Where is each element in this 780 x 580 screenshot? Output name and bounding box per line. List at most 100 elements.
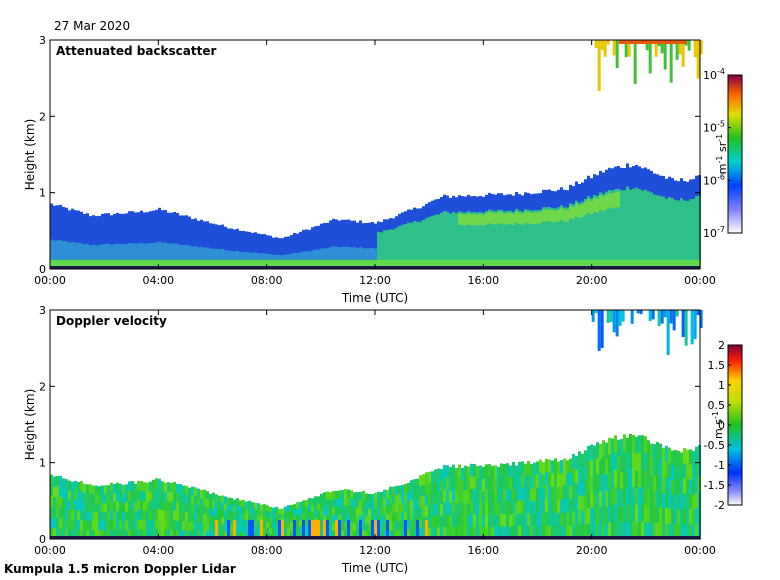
backscatter-surface xyxy=(287,259,290,269)
backscatter-core xyxy=(209,248,212,269)
backscatter-column xyxy=(335,219,338,269)
velocity-cell xyxy=(575,511,578,526)
upper-cloud-column xyxy=(699,310,703,329)
velocity-cell xyxy=(176,520,179,531)
velocity-cell xyxy=(488,526,491,540)
backscatter-core xyxy=(515,208,518,269)
backscatter-surface xyxy=(359,259,362,269)
velocity-cell xyxy=(161,519,164,530)
velocity-cell xyxy=(65,519,68,530)
velocity-cell xyxy=(695,492,698,509)
velocity-cell xyxy=(500,501,503,515)
velocity-cell xyxy=(449,478,452,492)
backscatter-core xyxy=(347,246,350,269)
backscatter-surface xyxy=(83,259,86,269)
backscatter-band xyxy=(536,212,539,224)
backscatter-surface xyxy=(197,259,200,269)
velocity-cell xyxy=(152,529,155,540)
backscatter-column xyxy=(107,213,110,269)
velocity-cell xyxy=(365,493,368,502)
velocity-cell xyxy=(98,486,101,496)
velocity-cell xyxy=(554,471,557,486)
backscatter-band xyxy=(617,191,620,208)
backscatter-surface xyxy=(350,259,353,269)
velocity-cell xyxy=(659,523,662,540)
velocity-cell xyxy=(308,504,311,513)
colorbar-tick-label: 10-4 xyxy=(703,67,725,82)
velocity-cell xyxy=(545,458,548,473)
velocity-cell xyxy=(92,503,95,513)
velocity-cell xyxy=(284,517,287,524)
velocity-cell xyxy=(533,500,536,515)
backscatter-surface xyxy=(530,259,533,269)
upper-cloud-column xyxy=(645,40,649,51)
colorbar-tick-label: -0.5 xyxy=(704,439,725,452)
backscatter-column xyxy=(56,205,59,269)
velocity-cell xyxy=(536,500,539,514)
colorbar-tick-label: 0 xyxy=(718,419,725,432)
colorbar-tick-label: -1 xyxy=(714,459,725,472)
backscatter-surface xyxy=(167,259,170,269)
velocity-cell xyxy=(260,516,263,523)
upper-cloud-column xyxy=(693,40,697,58)
backscatter-surface xyxy=(65,259,68,269)
velocity-cell xyxy=(350,522,353,532)
velocity-cell xyxy=(530,463,533,477)
velocity-cell xyxy=(434,527,437,540)
velocity-cell xyxy=(143,482,146,493)
backscatter-core xyxy=(314,249,317,269)
velocity-cell xyxy=(506,488,509,502)
backscatter-column xyxy=(248,231,251,269)
backscatter-surface xyxy=(224,259,227,269)
backscatter-surface xyxy=(683,259,686,269)
backscatter-surface xyxy=(260,259,263,269)
velocity-cell xyxy=(584,494,587,510)
velocity-cell xyxy=(650,443,653,460)
velocity-cell xyxy=(155,518,158,530)
velocity-cell xyxy=(620,505,623,523)
velocity-cell xyxy=(128,519,131,530)
upper-cloud-column xyxy=(663,40,667,70)
velocity-cell xyxy=(83,483,86,494)
backscatter-surface xyxy=(614,259,617,269)
velocity-cell xyxy=(563,485,566,500)
backscatter-column xyxy=(374,223,377,269)
x-tick-label: 00:00 xyxy=(684,544,716,557)
velocity-cell xyxy=(95,503,98,513)
velocity-cell xyxy=(98,521,101,531)
x-tick-label: 04:00 xyxy=(142,544,174,557)
velocity-cell xyxy=(422,528,425,540)
backscatter-core xyxy=(617,188,620,269)
velocity-cell xyxy=(377,515,380,524)
upper-cloud-column xyxy=(648,310,652,322)
upper-cloud-column xyxy=(636,310,640,314)
backscatter-surface xyxy=(560,259,563,269)
velocity-cell xyxy=(611,488,614,507)
backscatter-core xyxy=(443,211,446,269)
velocity-cell xyxy=(287,527,290,534)
velocity-cell xyxy=(119,520,122,531)
velocity-cell xyxy=(668,493,671,510)
velocity-cell xyxy=(305,506,308,514)
velocity-cell xyxy=(158,498,161,510)
velocity-cell xyxy=(674,479,677,496)
backscatter-surface xyxy=(332,259,335,269)
velocity-cell xyxy=(272,523,275,530)
velocity-cell xyxy=(212,523,215,532)
velocity-cell xyxy=(182,503,185,513)
velocity-cell xyxy=(182,512,185,522)
velocity-cell xyxy=(188,513,191,523)
velocity-cell xyxy=(350,506,353,516)
velocity-cell xyxy=(341,522,344,532)
velocity-cell xyxy=(653,459,656,477)
velocity-cell xyxy=(218,495,221,504)
velocity-cell xyxy=(572,496,575,512)
backscatter-surface xyxy=(428,259,431,269)
velocity-surface xyxy=(311,519,314,539)
backscatter-core xyxy=(614,189,617,269)
backscatter-surface xyxy=(335,259,338,269)
velocity-cell xyxy=(437,480,440,493)
velocity-cell xyxy=(494,477,497,491)
velocity-cell xyxy=(683,508,686,525)
